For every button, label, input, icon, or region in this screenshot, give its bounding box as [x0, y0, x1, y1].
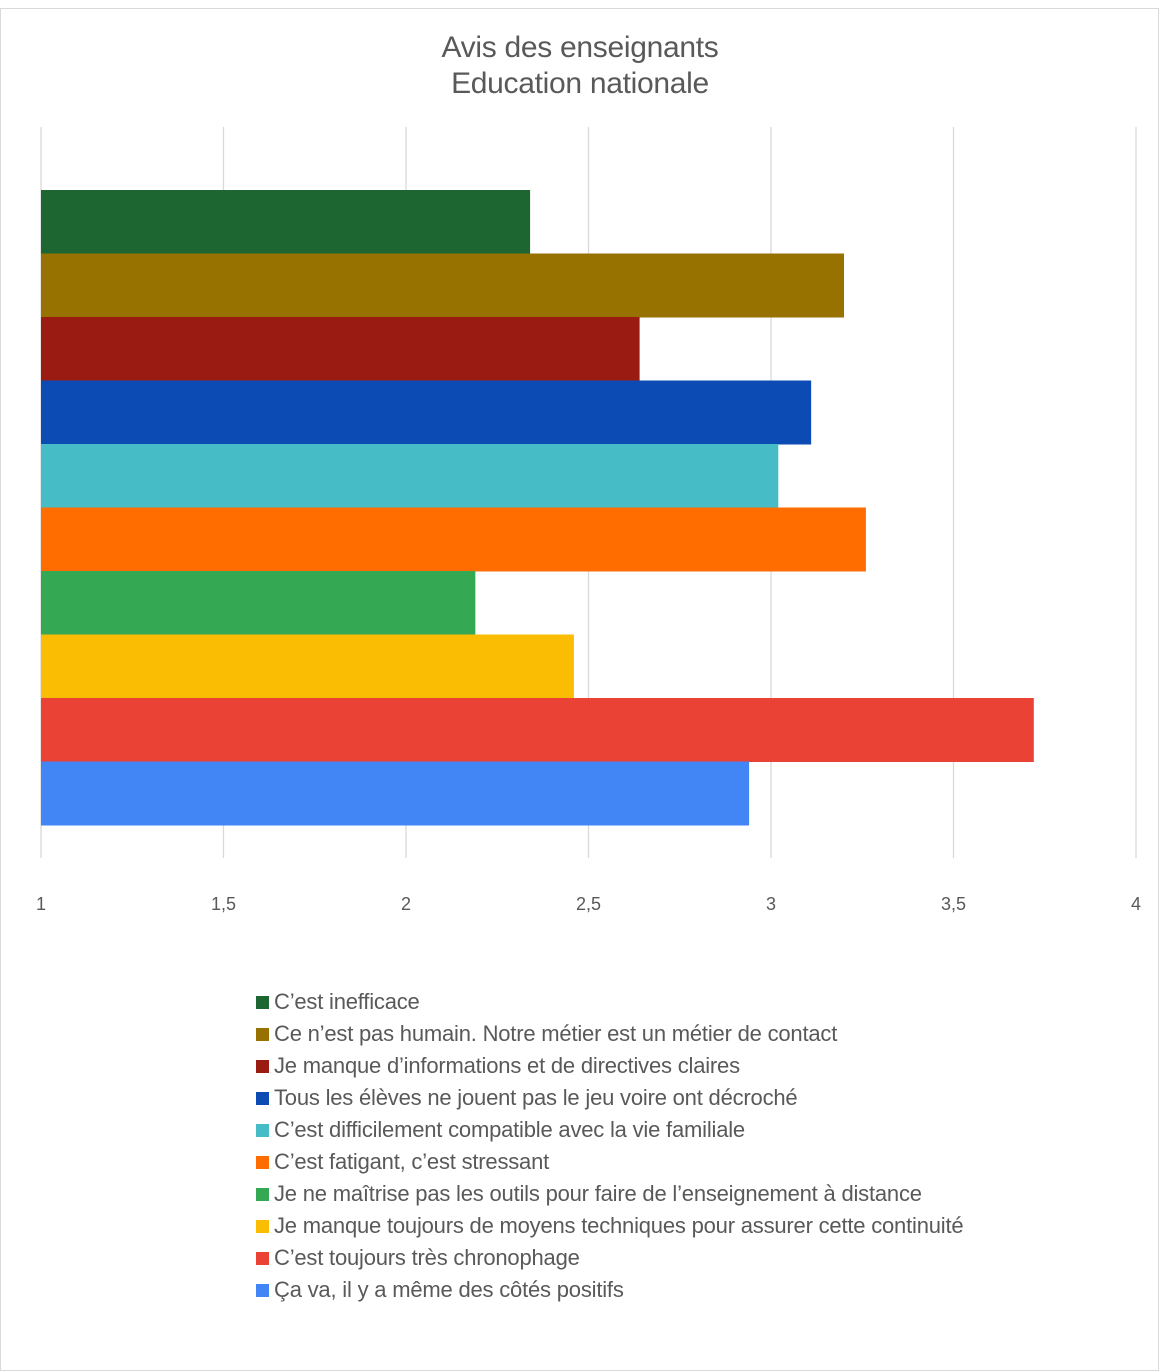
legend-swatch	[256, 995, 269, 1009]
bar	[41, 698, 1034, 762]
x-tick-label: 1,5	[211, 894, 236, 914]
legend-swatch	[256, 1091, 269, 1105]
legend-label: Ça va, il y a même des côtés positifs	[274, 1277, 624, 1302]
bar	[41, 190, 531, 254]
legend-item: Ce n’est pas humain. Notre métier est un…	[256, 1018, 963, 1050]
chart-legend: C’est inefficace Ce n’est pas humain. Not…	[256, 986, 964, 1306]
legend-swatch	[256, 1059, 269, 1073]
legend-label: Je ne maîtrise pas les outils pour faire…	[274, 1181, 922, 1206]
legend-swatch	[256, 1187, 269, 1201]
bar	[41, 253, 844, 318]
bar	[41, 634, 574, 699]
legend-swatch	[256, 1251, 269, 1265]
bar-chart: 1 1,5 2 2,5 3 3,5 4	[36, 127, 1141, 914]
bar	[41, 571, 476, 635]
legend-item: C’est toujours très chronophage	[256, 1242, 963, 1274]
legend-swatch	[256, 1283, 269, 1297]
legend-label: C’est fatigant, c’est stressant	[274, 1149, 550, 1174]
bar	[41, 444, 779, 508]
bar	[41, 317, 640, 381]
legend-label: C’est difficilement compatible avec la v…	[274, 1117, 745, 1142]
legend-item: Tous les élèves ne jouent pas le jeu voi…	[256, 1082, 963, 1114]
legend-swatch	[256, 1219, 269, 1233]
legend-label: C’est toujours très chronophage	[274, 1245, 580, 1270]
legend-item: Ça va, il y a même des côtés positifs	[256, 1274, 963, 1306]
legend-label: Ce n’est pas humain. Notre métier est un…	[274, 1021, 838, 1046]
legend-swatch	[256, 1155, 269, 1169]
bar	[41, 507, 866, 572]
legend-label: Tous les élèves ne jouent pas le jeu voi…	[274, 1085, 798, 1110]
bar	[41, 761, 750, 826]
x-tick-label: 3,5	[941, 894, 966, 914]
legend-item: C’est inefficace	[256, 986, 963, 1018]
legend-item: C’est fatigant, c’est stressant	[256, 1146, 963, 1178]
x-tick-label: 2	[401, 894, 411, 914]
legend-label: C’est inefficace	[274, 989, 420, 1014]
x-tick-label: 2,5	[576, 894, 601, 914]
legend-label: Je manque d’informations et de directive…	[274, 1053, 740, 1078]
legend-swatch	[256, 1123, 269, 1137]
legend-swatch	[256, 1027, 269, 1041]
bar	[41, 380, 812, 445]
x-tick-label: 4	[1131, 894, 1141, 914]
x-tick-label: 1	[36, 894, 46, 914]
legend-item: C’est difficilement compatible avec la v…	[256, 1114, 963, 1146]
legend-item: Je manque toujours de moyens techniques …	[256, 1210, 964, 1242]
legend-item: Je manque d’informations et de directive…	[256, 1050, 963, 1082]
x-tick-label: 3	[766, 894, 776, 914]
chart-title: Avis des enseignants	[441, 31, 719, 64]
legend-item: Je ne maîtrise pas les outils pour faire…	[256, 1178, 963, 1210]
chart-subtitle: Education nationale	[451, 67, 709, 100]
legend-label: Je manque toujours de moyens techniques …	[274, 1213, 964, 1238]
